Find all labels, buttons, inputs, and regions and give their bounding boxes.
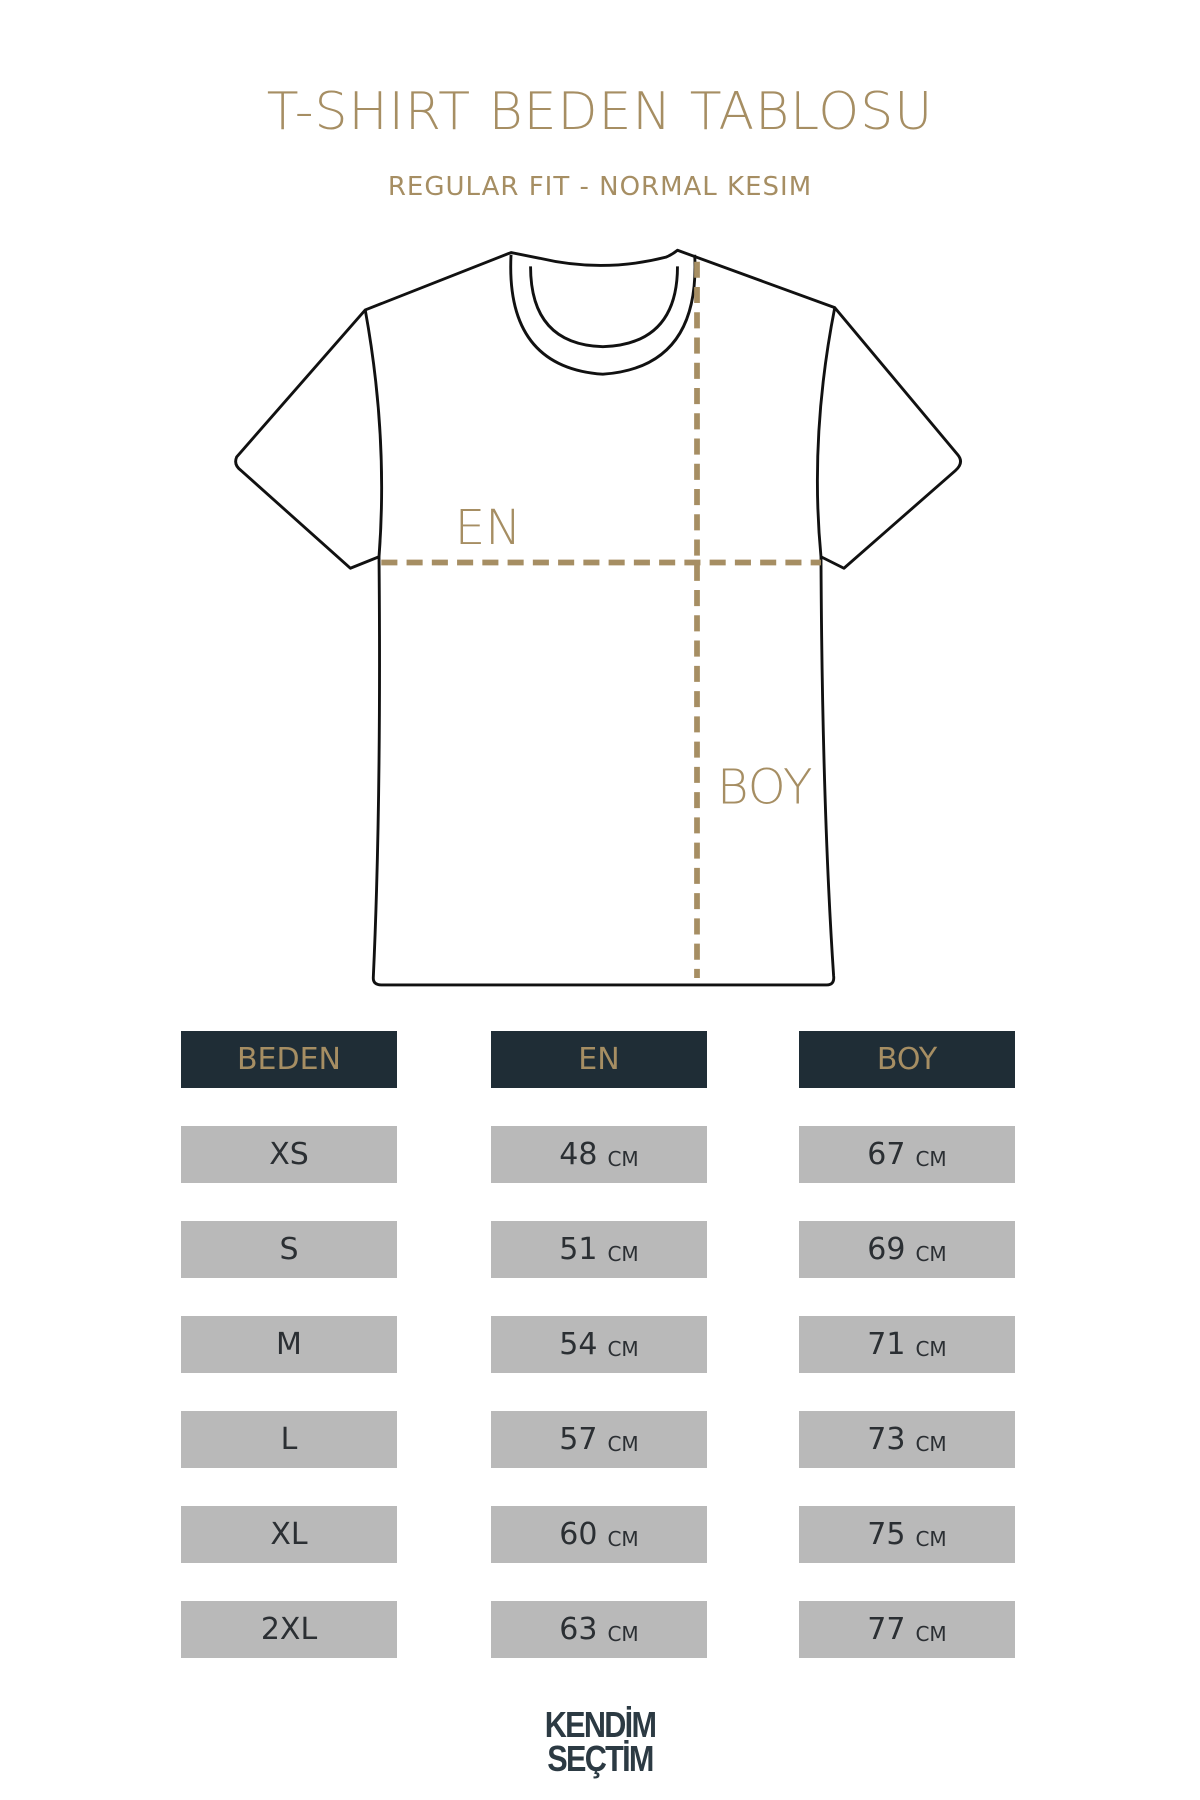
en-cell: 63 CM — [491, 1601, 707, 1658]
cell-value: 75 — [867, 1517, 906, 1552]
width-label: EN — [455, 500, 522, 556]
column-header-en: EN — [491, 1031, 707, 1088]
cell-value: 77 — [867, 1612, 906, 1647]
sleeve-seam-left — [363, 309, 384, 557]
cell-value: M — [276, 1327, 302, 1362]
cell-value: L — [280, 1422, 298, 1457]
cell-value: S — [279, 1232, 299, 1267]
size-cell: L — [181, 1411, 397, 1468]
unit-label: CM — [915, 1241, 947, 1266]
unit-label: CM — [607, 1241, 639, 1266]
cell-value: 73 — [867, 1422, 906, 1457]
logo-line-1: KENDİM — [544, 1704, 657, 1745]
column-header-beden: BEDEN — [181, 1031, 397, 1088]
unit-label: CM — [607, 1336, 639, 1361]
boy-cell: 75 CM — [799, 1506, 1015, 1563]
en-cell: 60 CM — [491, 1506, 707, 1563]
cell-value: 2XL — [260, 1612, 318, 1647]
unit-label: CM — [915, 1336, 947, 1361]
cell-value: 71 — [867, 1327, 906, 1362]
boy-cell: 67 CM — [799, 1126, 1015, 1183]
en-cell: 57 CM — [491, 1411, 707, 1468]
cell-value: 57 — [559, 1422, 598, 1457]
page-title: T-SHIRT BEDEN TABLOSU — [266, 82, 934, 142]
unit-label: CM — [607, 1431, 639, 1456]
en-cell: 48 CM — [491, 1126, 707, 1183]
logo-line-2: SEÇTİM — [547, 1738, 654, 1779]
page-subtitle: REGULAR FIT - NORMAL KESIM — [387, 172, 813, 202]
en-cell: 51 CM — [491, 1221, 707, 1278]
unit-label: CM — [915, 1146, 947, 1171]
size-cell: XL — [181, 1506, 397, 1563]
boy-cell: 77 CM — [799, 1601, 1015, 1658]
unit-label: CM — [607, 1621, 639, 1646]
unit-label: CM — [915, 1431, 947, 1456]
cell-value: XS — [269, 1137, 309, 1172]
cell-value: 63 — [559, 1612, 598, 1647]
cell-value: 51 — [559, 1232, 598, 1267]
boy-cell: 71 CM — [799, 1316, 1015, 1373]
collar-outer — [509, 254, 697, 376]
unit-label: CM — [915, 1526, 947, 1551]
cell-value: 69 — [867, 1232, 906, 1267]
size-cell: S — [181, 1221, 397, 1278]
collar-inner — [529, 266, 679, 349]
unit-label: CM — [607, 1526, 639, 1551]
unit-label: CM — [607, 1146, 639, 1171]
size-cell: 2XL — [181, 1601, 397, 1658]
sleeve-seam-right — [815, 307, 837, 557]
cell-value: 67 — [867, 1137, 906, 1172]
tshirt-outline — [234, 248, 962, 987]
size-cell: XS — [181, 1126, 397, 1183]
unit-label: CM — [915, 1621, 947, 1646]
brand-logo: KENDİM SEÇTİM — [532, 1704, 668, 1779]
cell-value: 54 — [559, 1327, 598, 1362]
en-cell: 54 CM — [491, 1316, 707, 1373]
column-header-boy: BOY — [799, 1031, 1015, 1088]
cell-value: 60 — [559, 1517, 598, 1552]
cell-value: 48 — [559, 1137, 598, 1172]
boy-cell: 73 CM — [799, 1411, 1015, 1468]
cell-value: XL — [270, 1517, 308, 1552]
size-cell: M — [181, 1316, 397, 1373]
boy-cell: 69 CM — [799, 1221, 1015, 1278]
length-label: BOY — [717, 760, 812, 816]
